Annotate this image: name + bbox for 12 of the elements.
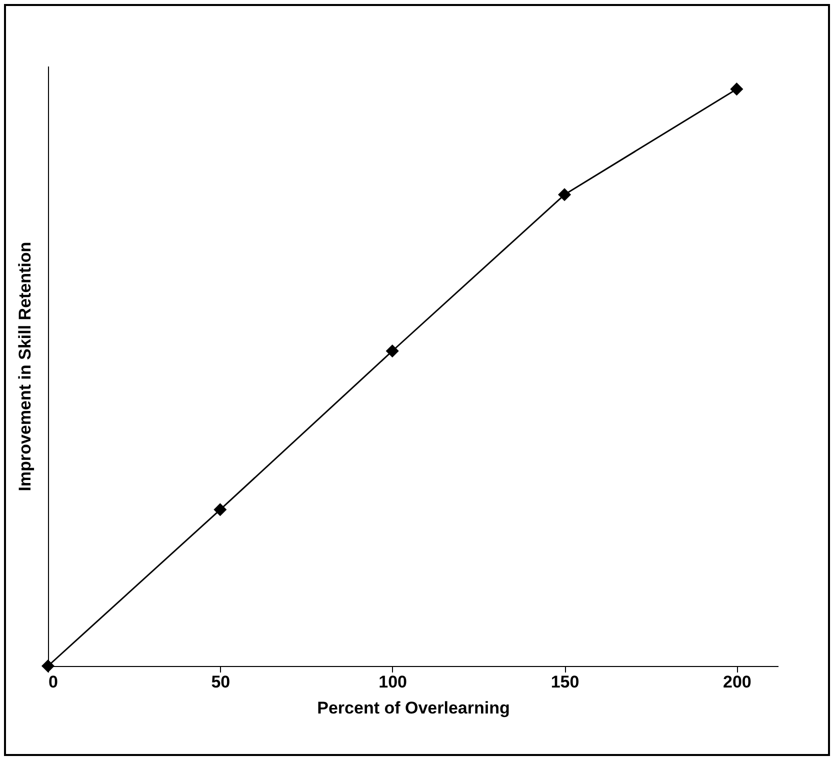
y-axis-title: Improvement in Skill Retention — [16, 242, 34, 492]
point — [214, 503, 227, 516]
x-tick-label: 0 — [48, 672, 58, 692]
point — [558, 188, 572, 202]
x-tick-label: 100 — [378, 672, 408, 692]
point — [730, 82, 744, 96]
point — [41, 659, 55, 673]
x-tick-label: 200 — [722, 672, 752, 692]
point — [386, 344, 399, 358]
x-axis-title: Percent of Overlearning — [317, 698, 510, 718]
x-tick-label: 150 — [550, 672, 580, 692]
x-tick-label: 50 — [211, 672, 230, 692]
